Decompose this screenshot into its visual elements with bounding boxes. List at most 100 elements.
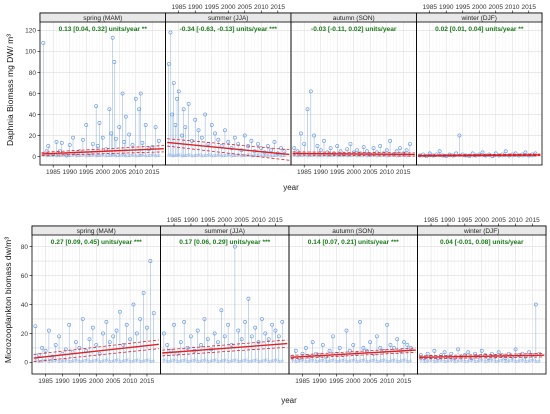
data-point <box>382 358 386 362</box>
data-point <box>132 359 135 363</box>
data-point <box>144 154 148 158</box>
data-point <box>182 358 186 362</box>
x-tick-label: 2000 <box>218 217 233 224</box>
data-point <box>356 359 360 363</box>
data-point <box>487 359 490 363</box>
data-point <box>67 360 71 364</box>
x-tick-label: 1990 <box>55 378 70 385</box>
data-point <box>230 359 233 363</box>
trend-annotation: 0.04 [-0.01, 0.08] units/year <box>440 239 524 246</box>
data-point <box>255 358 259 362</box>
data-point <box>405 360 409 364</box>
x-tick-label: 1985 <box>46 169 61 176</box>
data-point <box>272 359 276 363</box>
data-point <box>273 328 278 333</box>
strip-label: spring (MAM) <box>83 15 122 22</box>
data-point <box>269 359 272 363</box>
data-point <box>228 359 232 363</box>
data-point <box>209 123 214 127</box>
data-point <box>207 153 210 157</box>
trend-annotation: 0.13 [0.04, 0.32] units/year ** <box>59 26 148 33</box>
data-point <box>138 360 142 364</box>
data-point <box>211 154 215 158</box>
data-point <box>451 358 455 362</box>
data-point <box>131 153 134 157</box>
data-point <box>205 153 209 157</box>
x-tick-label: 2010 <box>129 169 144 176</box>
trend-line <box>419 354 545 359</box>
data-point <box>53 343 58 347</box>
data-point <box>138 91 143 96</box>
data-point <box>327 348 332 353</box>
x-tick-label: 2015 <box>145 169 160 176</box>
data-point <box>208 153 212 157</box>
data-point <box>182 319 187 324</box>
data-point <box>358 319 362 324</box>
data-point <box>84 123 89 127</box>
data-point <box>426 359 430 363</box>
data-point <box>480 358 484 362</box>
data-point <box>236 153 240 157</box>
data-point <box>197 359 201 363</box>
data-point <box>515 359 519 363</box>
data-point <box>536 359 539 363</box>
data-point <box>213 358 217 362</box>
data-point <box>375 360 379 364</box>
data-point <box>111 153 115 157</box>
data-point <box>225 153 228 157</box>
data-point <box>527 359 531 363</box>
data-point <box>479 348 484 353</box>
data-point <box>433 360 436 364</box>
data-point <box>424 359 428 363</box>
data-point <box>187 359 191 363</box>
data-point <box>391 346 396 350</box>
data-point <box>84 154 88 158</box>
x-tick-label: 1995 <box>79 169 94 176</box>
strip-label: winter (DJF) <box>461 15 497 22</box>
data-point <box>305 107 310 112</box>
trend-annotation: 0.02 [0.01, 0.04] units/year ** <box>435 26 524 33</box>
data-point <box>341 358 345 362</box>
ci-lower-line <box>167 145 290 161</box>
data-point <box>55 154 58 158</box>
data-point <box>103 359 107 363</box>
data-point <box>482 358 485 362</box>
data-point <box>346 359 350 363</box>
data-point <box>249 138 254 143</box>
x-tick-label: 2015 <box>396 169 411 176</box>
x-tick-label: 2000 <box>346 378 361 385</box>
data-point <box>249 334 254 339</box>
data-point <box>196 128 201 133</box>
data-point <box>269 148 274 153</box>
x-tick-label: 1995 <box>330 169 345 176</box>
data-point <box>265 358 269 362</box>
data-point <box>123 359 127 363</box>
data-point <box>270 359 274 363</box>
data-point <box>279 359 282 363</box>
data-point <box>162 358 166 362</box>
ci-lower-line <box>419 356 545 360</box>
data-point <box>94 154 98 158</box>
data-point <box>498 359 502 363</box>
data-point <box>248 359 252 363</box>
data-point <box>371 146 376 151</box>
data-point <box>46 154 50 158</box>
data-point <box>348 142 353 146</box>
x-tick-label: 2000 <box>472 4 487 11</box>
data-point <box>69 359 73 363</box>
data-point <box>142 153 146 157</box>
data-point <box>214 358 218 362</box>
x-tick-label: 2010 <box>380 169 395 176</box>
data-point <box>233 154 237 157</box>
data-point <box>365 154 369 158</box>
x-tick-label: 2015 <box>525 217 540 224</box>
data-point <box>89 359 93 363</box>
panel-0: spring (MAM) 0.27 [0.09, 0.45] units/year… <box>31 225 161 385</box>
data-point <box>385 360 389 364</box>
data-point <box>338 149 343 154</box>
data-point <box>79 359 83 363</box>
data-point <box>226 360 230 364</box>
data-point <box>441 358 445 362</box>
data-point <box>187 153 191 157</box>
data-point <box>123 114 128 119</box>
